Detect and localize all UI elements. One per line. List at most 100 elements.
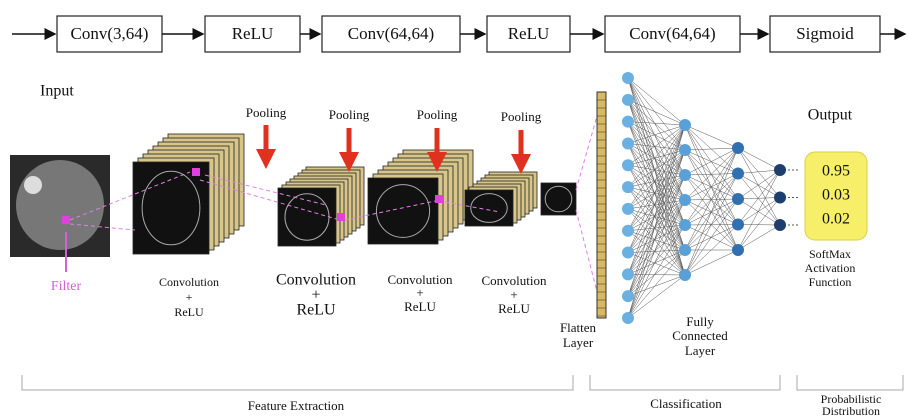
block-label: Conv(64,64) xyxy=(348,24,434,43)
neuron xyxy=(774,164,786,176)
connection xyxy=(738,198,780,225)
neuron xyxy=(732,168,744,180)
stage-label: + xyxy=(416,285,423,300)
block-label: ReLU xyxy=(232,24,274,43)
filter-label: Filter xyxy=(51,279,82,294)
feature-map xyxy=(465,190,513,226)
neuron xyxy=(622,225,634,237)
neuron xyxy=(622,116,634,128)
connection xyxy=(628,122,685,150)
connection xyxy=(628,78,685,125)
filter-box xyxy=(192,168,200,176)
connection xyxy=(628,225,685,274)
softmax-label: Activation xyxy=(805,261,856,275)
feature-map xyxy=(541,183,576,215)
neuron xyxy=(622,290,634,302)
input-label: Input xyxy=(40,83,74,100)
connection xyxy=(738,170,780,225)
filter-box xyxy=(62,216,70,224)
block-label: Conv(3,64) xyxy=(71,24,149,43)
connection xyxy=(628,122,685,125)
stage-label: Convolution xyxy=(159,275,219,289)
block-label: ReLU xyxy=(508,24,550,43)
neuron xyxy=(679,269,691,281)
neuron xyxy=(622,94,634,106)
connection xyxy=(685,174,738,276)
neuron xyxy=(774,219,786,231)
neuron xyxy=(732,193,744,205)
stage-label: Convolution xyxy=(481,273,547,288)
connection xyxy=(685,148,738,275)
brain xyxy=(16,160,104,250)
pooling-label: Pooling xyxy=(329,107,370,122)
fc-label: Fully xyxy=(686,314,714,329)
feature-map xyxy=(368,178,438,244)
feature-map xyxy=(278,188,336,246)
block-label: Conv(64,64) xyxy=(629,24,715,43)
neuron xyxy=(774,192,786,204)
pooling-label: Pooling xyxy=(417,107,458,122)
stage-label: + xyxy=(510,287,517,302)
neuron xyxy=(622,247,634,259)
flatten-label: Flatten xyxy=(560,320,597,335)
connection xyxy=(685,148,738,150)
connection xyxy=(628,175,685,209)
connection xyxy=(738,174,780,226)
section-label: Classification xyxy=(650,396,722,411)
neuron xyxy=(622,203,634,215)
neuron xyxy=(622,72,634,84)
neuron xyxy=(679,119,691,131)
probability: 0.95 xyxy=(822,163,850,180)
neuron xyxy=(622,312,634,324)
section-label: Feature Extraction xyxy=(248,398,345,413)
stage-label: ReLU xyxy=(296,302,336,319)
fc-label: Connected xyxy=(672,328,728,343)
lesion xyxy=(24,176,42,194)
pooling-label: Pooling xyxy=(501,109,542,124)
connection xyxy=(738,148,780,170)
neuron xyxy=(732,219,744,231)
neuron xyxy=(679,219,691,231)
connection xyxy=(738,170,780,250)
connection xyxy=(685,250,738,275)
neuron xyxy=(732,244,744,256)
probability: 0.03 xyxy=(822,187,850,204)
connection xyxy=(628,125,685,318)
neuron xyxy=(622,137,634,149)
neuron xyxy=(679,169,691,181)
neuron xyxy=(732,142,744,154)
connection xyxy=(628,100,685,125)
connection xyxy=(685,199,738,275)
connection xyxy=(738,148,780,225)
neuron xyxy=(679,144,691,156)
connection xyxy=(738,199,780,225)
connection xyxy=(628,100,685,150)
stage-label: ReLU xyxy=(404,299,436,314)
cnn-diagram: Conv(3,64) ReLU Conv(64,64) ReLU Conv(64,64)… xyxy=(0,0,909,419)
neuron xyxy=(622,181,634,193)
softmax-label: Function xyxy=(809,275,852,289)
section-brackets xyxy=(22,375,903,390)
output-label: Output xyxy=(808,107,853,124)
connection xyxy=(738,225,780,226)
connection xyxy=(738,198,780,251)
connection xyxy=(738,170,780,199)
block-label: Sigmoid xyxy=(796,24,854,43)
connection xyxy=(738,198,780,200)
neuron xyxy=(679,244,691,256)
flatten-label: Layer xyxy=(563,335,594,350)
section-label: Distribution xyxy=(822,404,880,418)
neuron xyxy=(622,268,634,280)
connection xyxy=(685,148,738,200)
filter-box xyxy=(435,195,443,203)
neuron xyxy=(622,159,634,171)
probability: 0.02 xyxy=(822,211,850,228)
filter-box xyxy=(337,213,345,221)
connection xyxy=(738,174,780,198)
stage-label: + xyxy=(186,290,193,304)
softmax-label: SoftMax xyxy=(809,247,851,261)
stage-label: ReLU xyxy=(498,301,530,316)
stage-label: ReLU xyxy=(174,305,204,319)
neuron xyxy=(679,194,691,206)
pooling-label: Pooling xyxy=(246,105,287,120)
